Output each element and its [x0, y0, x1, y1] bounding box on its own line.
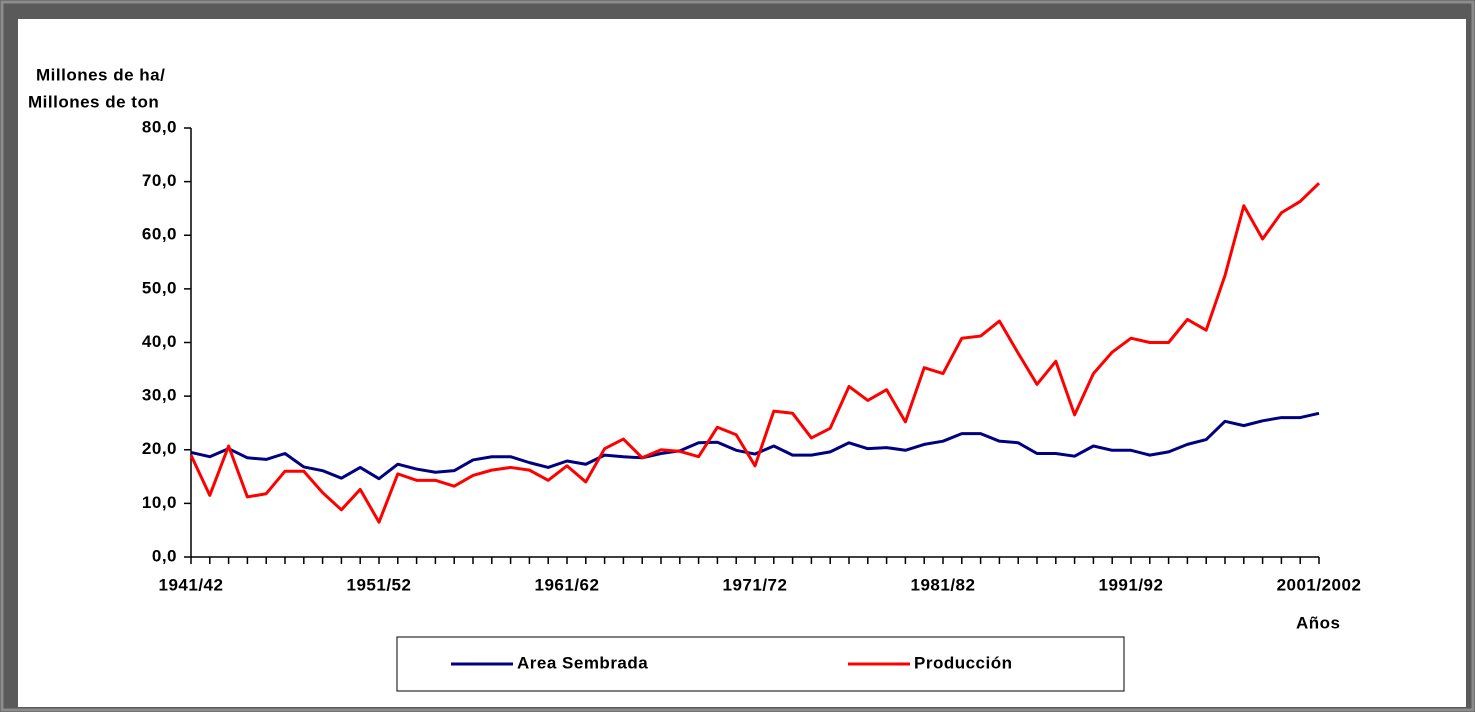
y-tick-label: 50,0: [142, 278, 177, 297]
x-tick-label: 1941/42: [159, 575, 224, 594]
y-tick-label: 10,0: [142, 493, 177, 512]
x-tick-label: 1971/72: [723, 575, 788, 594]
y-tick-label: 40,0: [142, 332, 177, 351]
y-tick-label: 80,0: [142, 117, 177, 136]
x-tick-label: 1991/92: [1099, 575, 1164, 594]
y-tick-label: 60,0: [142, 225, 177, 244]
y-tick-label: 30,0: [142, 386, 177, 405]
plot-background: [18, 19, 1466, 707]
x-axis-label: Años: [1296, 613, 1341, 632]
legend-label: Area Sembrada: [517, 653, 648, 672]
line-series: [189, 182, 1321, 524]
y-axis-label: Millones de ha/: [36, 65, 165, 84]
y-tick-label: 70,0: [142, 171, 177, 190]
x-tick-label: 1961/62: [535, 575, 600, 594]
y-tick-label: 20,0: [142, 439, 177, 458]
legend: [396, 636, 1125, 692]
x-tick-label: 1981/82: [911, 575, 976, 594]
y-tick-label: 0,0: [152, 546, 177, 565]
x-tick-label: 2001/2002: [1277, 575, 1362, 594]
legend-label: Producción: [914, 653, 1013, 672]
y-axis-label: Millones de ton: [28, 92, 159, 111]
x-tick-label: 1951/52: [347, 575, 412, 594]
line-series: [190, 411, 1320, 481]
